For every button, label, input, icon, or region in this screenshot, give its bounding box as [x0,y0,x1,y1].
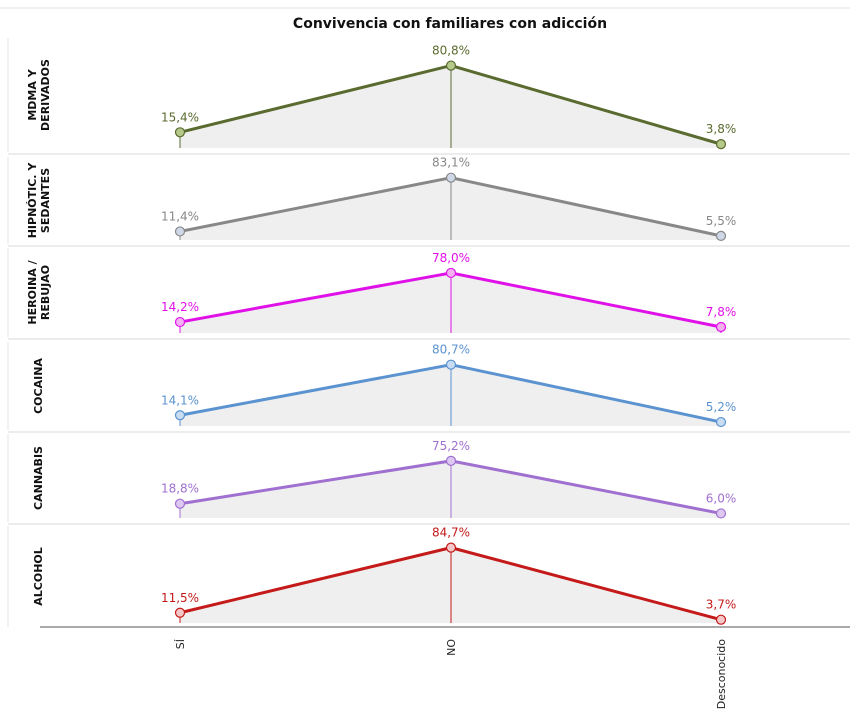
data-point [715,230,727,241]
data-label: 15,4% [161,110,199,124]
data-label: 80,8% [432,44,470,58]
x-tick-label: Desconocido [715,639,728,710]
data-label: 84,7% [432,526,470,540]
data-point [174,410,186,421]
data-label: 5,5% [706,214,737,228]
panel-mdma-y-derivados: 15,4% 80,8% 3,8% MDMA YDERIVADOS [7,38,850,155]
panels: 15,4% 80,8% 3,8% MDMA YDERIVADOS 11,4% 83,1% 5… [0,7,850,627]
data-label: 14,2% [161,300,199,314]
data-label: 80,7% [432,343,470,357]
data-point [445,172,457,183]
x-axis: SÍ NO Desconocido [40,626,850,710]
data-point [715,321,727,333]
data-label: 5,2% [706,400,737,414]
panel-cannabis: 18,8% 75,2% 6,0% CANNABIS [7,434,850,525]
data-point [174,226,186,237]
data-label: 11,5% [161,591,199,605]
data-label: 78,0% [432,251,470,265]
data-label: 7,8% [706,305,737,319]
data-point [174,316,186,328]
x-tick-label: NO [445,639,458,656]
panel-cocaina: 14,1% 80,7% 5,2% COCAINA [7,342,850,433]
panel-alcohol: 11,5% 84,7% 3,7% ALCOHOL [7,526,737,627]
x-tick-label: SÍ [174,639,187,649]
data-point [715,508,727,519]
data-point [445,267,457,279]
data-point [715,614,727,625]
panel-label: CANNABIS [32,446,45,510]
data-label: 3,8% [706,122,737,136]
data-point [445,60,457,71]
panel-hipnotic-y-sedantes: 11,4% 83,1% 5,5% HIPNÓTIC. YSEDANTES [7,156,850,247]
data-point [445,359,457,370]
panel-heroina-rebujao: 14,2% 78,0% 7,8% HEROINA /REBUJAO [7,248,850,340]
data-point [715,416,727,428]
data-point [174,127,186,138]
data-point [174,607,186,618]
data-label: 6,0% [706,491,737,505]
data-label: 18,8% [161,482,199,496]
data-point [715,139,727,150]
data-point [445,542,457,553]
data-point [445,455,457,466]
panel-label: HEROINA /REBUJAO [26,259,52,324]
panel-label: COCAINA [32,358,45,414]
panel-label: HIPNÓTIC. YSEDANTES [26,162,52,239]
data-label: 75,2% [432,439,470,453]
data-label: 11,4% [161,209,199,223]
data-label: 14,1% [161,393,199,407]
data-label: 83,1% [432,156,470,170]
data-point [174,498,186,509]
panel-label: ALCOHOL [32,547,45,606]
chart-title: Convivencia con familiares con adicción [293,16,607,32]
data-label: 3,7% [706,598,737,612]
panel-label: MDMA YDERIVADOS [26,59,52,131]
